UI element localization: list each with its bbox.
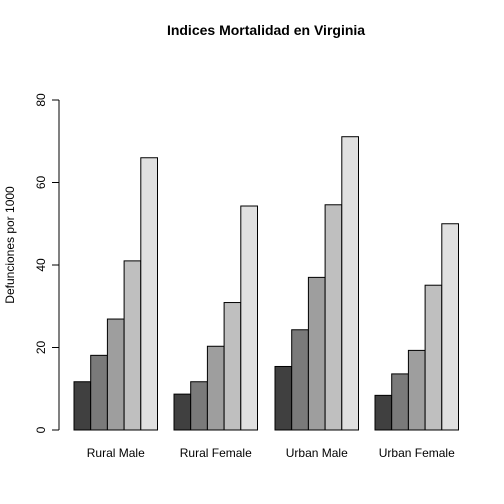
bar (206, 345, 225, 431)
bar (173, 393, 192, 431)
bar (391, 373, 409, 431)
chart-title: Indices Mortalidad en Virginia (167, 22, 365, 38)
category-label: Urban Female (379, 446, 455, 460)
category-label: Urban Male (286, 446, 348, 460)
bar (407, 349, 426, 431)
bar (291, 329, 309, 431)
bar (223, 302, 242, 431)
bar (274, 365, 293, 431)
bar (374, 394, 393, 431)
bar (341, 136, 359, 431)
y-tick-label: 0 (34, 426, 48, 433)
bar (123, 260, 142, 431)
bar (73, 381, 92, 431)
category-label: Rural Female (180, 446, 252, 460)
bar (424, 284, 443, 431)
bar (324, 204, 343, 431)
y-tick-label: 60 (34, 176, 48, 190)
bar (140, 157, 159, 431)
bar (240, 205, 259, 431)
category-labels: Rural Male Rural Female Urban Male Urban Fe… (87, 446, 455, 460)
bar (441, 223, 459, 431)
y-axis-label: Defunciones por 1000 (3, 186, 17, 304)
y-tick-label: 40 (34, 258, 48, 272)
bar (106, 318, 125, 431)
y-tick-label: 20 (34, 341, 48, 355)
category-label: Rural Male (87, 446, 145, 460)
bar (307, 276, 326, 431)
bar (190, 381, 208, 431)
y-axis: 0 20 40 60 80 (34, 93, 60, 433)
bars-group (73, 136, 459, 431)
y-tick-label: 80 (34, 93, 48, 107)
bar (90, 354, 108, 431)
